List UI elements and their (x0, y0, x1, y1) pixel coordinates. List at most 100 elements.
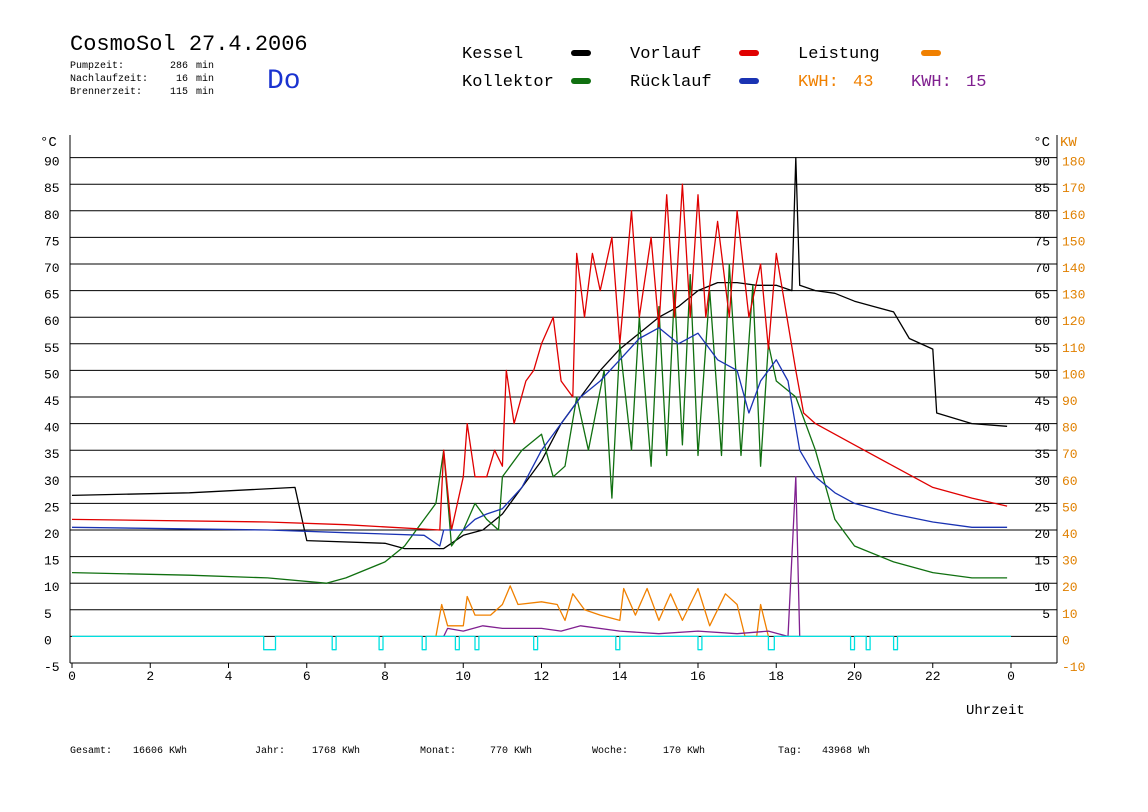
series-line (71, 327, 1008, 547)
y2-tick-label: 90 (1062, 394, 1078, 409)
stat-label: Nachlaufzeit: (70, 73, 148, 85)
stat-unit: min (196, 86, 214, 98)
y-right-tick-label: 85 (1034, 181, 1050, 196)
total-value: 43968 (822, 746, 852, 757)
legend-label: Kessel (462, 45, 523, 64)
total-label: Jahr: (255, 745, 285, 757)
y-tick-label: 15 (44, 554, 60, 569)
y-tick-label: 40 (44, 421, 60, 436)
y-right-tick-label: 90 (1034, 155, 1050, 170)
y2-tick-label: 60 (1062, 474, 1078, 489)
stat-label: Pumpzeit: (70, 60, 124, 72)
legend-label: Rücklauf (630, 73, 712, 92)
y-right-tick-label: 50 (1034, 367, 1050, 382)
total-label: Tag: (778, 746, 802, 757)
x-tick-label: 20 (847, 669, 863, 684)
y-tick-label: 60 (44, 314, 60, 329)
series-line (71, 263, 1008, 584)
y-right-tick-label: 55 (1034, 341, 1050, 356)
y-tick-label: 30 (44, 474, 60, 489)
y-right-tick-label: 5 (1042, 607, 1050, 622)
kwh-label: KWH: (798, 73, 839, 92)
chart-title: CosmoSol 27.4.2006 (70, 32, 308, 57)
series-line (71, 156, 1008, 550)
x-tick-label: 4 (225, 669, 233, 684)
legend-label: Kollektor (462, 73, 554, 92)
kwh-label: KWH: (911, 73, 952, 92)
y-right-tick-label: 70 (1034, 261, 1050, 276)
y2-tick-label: 180 (1062, 155, 1085, 170)
legend-label: Leistung (798, 45, 880, 64)
y-right-tick-label: 35 (1034, 447, 1050, 462)
y-right-tick-label: 60 (1034, 314, 1050, 329)
x-tick-label: 22 (925, 669, 941, 684)
y-right-tick-label: 65 (1034, 288, 1050, 303)
x-tick-label: 16 (690, 669, 706, 684)
total-unit: Wh (858, 745, 870, 757)
y2-tick-label: 20 (1062, 580, 1078, 595)
y-tick-label: 25 (44, 500, 60, 515)
y2-tick-label: 150 (1062, 234, 1085, 249)
series-line (71, 183, 1008, 531)
total-label: Gesamt: (70, 746, 112, 757)
x-tick-label: 12 (534, 669, 550, 684)
y-tick-label: 45 (44, 394, 60, 409)
stat-value: 115 (170, 87, 188, 98)
total-value: 16606 (133, 746, 163, 757)
y-tick-label: 10 (44, 580, 60, 595)
legend-label: Vorlauf (630, 45, 701, 64)
x-tick-label: 8 (381, 669, 389, 684)
total-value: 1768 (312, 746, 336, 757)
y-right-tick-label: 15 (1034, 554, 1050, 569)
y-right-tick-label: 25 (1034, 500, 1050, 515)
y-right-tick-label: 45 (1034, 394, 1050, 409)
total-unit: KWh (687, 745, 705, 757)
y2-tick-label: 120 (1062, 314, 1085, 329)
y2-tick-label: 50 (1062, 500, 1078, 515)
y-tick-label: 90 (44, 155, 60, 170)
y-tick-label: -5 (44, 660, 60, 675)
series-line (435, 585, 770, 638)
y-tick-label: 20 (44, 527, 60, 542)
x-tick-label: 10 (455, 669, 471, 684)
y2-tick-label: 70 (1062, 447, 1078, 462)
x-tick-label: 14 (612, 669, 628, 684)
weekday: Do (267, 66, 301, 97)
y2-axis-label: KW (1060, 135, 1077, 151)
y-tick-label: 55 (44, 341, 60, 356)
y-tick-label: 70 (44, 261, 60, 276)
y2-tick-label: 140 (1062, 261, 1085, 276)
x-axis-label: Uhrzeit (966, 703, 1025, 719)
y-right-tick-label: 20 (1034, 527, 1050, 542)
x-tick-label: 2 (146, 669, 154, 684)
total-value: 770 (490, 746, 508, 757)
y2-tick-label: 110 (1062, 341, 1085, 356)
x-tick-label: 18 (768, 669, 784, 684)
y2-tick-label: -10 (1062, 660, 1085, 675)
y-tick-label: 65 (44, 288, 60, 303)
series-line (443, 476, 801, 638)
stat-value: 286 (170, 61, 188, 72)
y2-tick-label: 0 (1062, 633, 1070, 648)
y-tick-label: 5 (44, 607, 52, 622)
y2-tick-label: 10 (1062, 607, 1078, 622)
y-tick-label: 85 (44, 181, 60, 196)
kwh-value: 15 (966, 73, 986, 92)
y-axis-label: °C (40, 135, 57, 151)
stat-label: Brennerzeit: (70, 86, 142, 98)
y2-tick-label: 40 (1062, 527, 1078, 542)
y-tick-label: 75 (44, 234, 60, 249)
x-tick-label: 6 (303, 669, 311, 684)
y2-tick-label: 170 (1062, 181, 1085, 196)
y-right-tick-label: 10 (1034, 580, 1050, 595)
stat-unit: min (196, 60, 214, 72)
y-right-tick-label: 80 (1034, 208, 1050, 223)
y-tick-label: 0 (44, 633, 52, 648)
y2-tick-label: 130 (1062, 288, 1085, 303)
x-tick-label: 0 (1007, 669, 1015, 684)
y2-tick-label: 100 (1062, 367, 1085, 382)
y2-tick-label: 30 (1062, 554, 1078, 569)
total-label: Monat: (420, 746, 456, 757)
y-tick-label: 35 (44, 447, 60, 462)
